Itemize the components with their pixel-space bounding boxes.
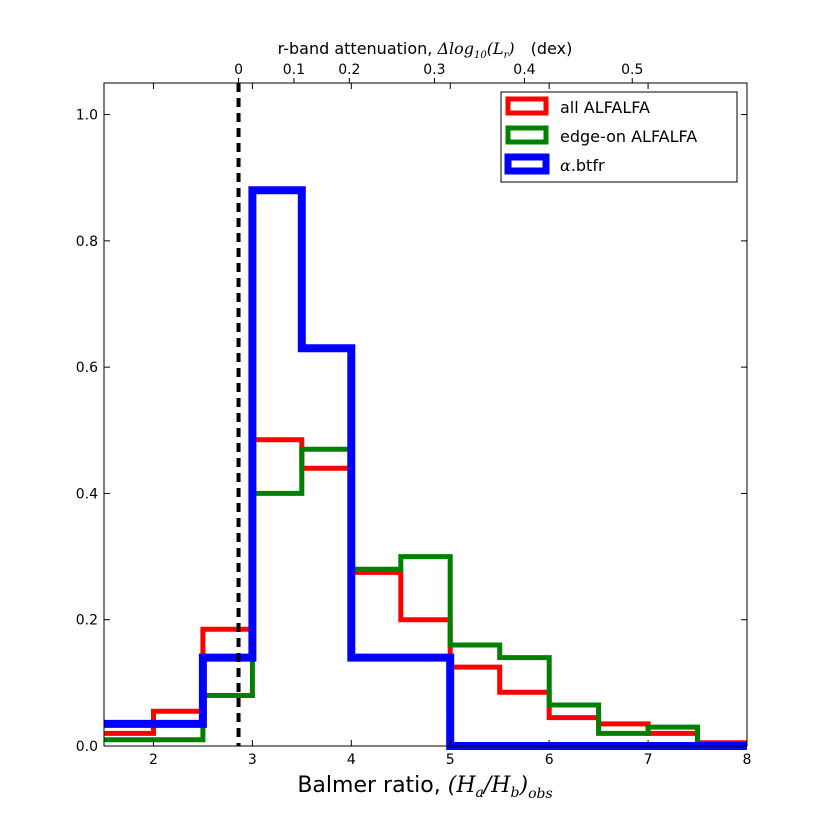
legend-label-alpha-greek: α: [560, 156, 571, 175]
top-axis-title-arg-sub: r: [504, 50, 510, 61]
x-axis-title-math-a: a: [476, 785, 484, 801]
top-tick-label: 0.1: [283, 62, 305, 78]
x-axis-title-math-b: b: [511, 785, 520, 801]
legend-label-alpha-btfr: α.btfr: [560, 156, 605, 175]
series-line-edge-on-alfalfa: [104, 446, 747, 749]
x-tick-label: 4: [347, 752, 356, 768]
top-tick-label: 0.3: [423, 62, 445, 78]
top-axis-title: r-band attenuation, Δlog10(Lr) (dex): [278, 39, 573, 61]
y-tick-label: 1.0: [76, 108, 98, 124]
x-axis-title-text: Balmer ratio,: [297, 773, 447, 798]
x-tick-label: 6: [545, 752, 554, 768]
y-tick-label: 0.2: [76, 613, 98, 629]
top-tick-label: 0: [234, 62, 243, 78]
top-tick-label: 0.4: [513, 62, 535, 78]
legend-label-alpha-rest: .btfr: [571, 156, 605, 175]
legend-swatch-edge-on-alfalfa: [505, 125, 549, 145]
legend: all ALFALFA edge-on ALFALFA α.btfr: [500, 91, 738, 183]
x-tick-label: 3: [248, 752, 257, 768]
top-axis-title-prefix: r-band attenuation,: [278, 39, 438, 58]
legend-box: [500, 91, 738, 183]
x-axis-title: Balmer ratio, (Ha/Hb)obs: [297, 773, 552, 802]
top-tick-label: 0.2: [338, 62, 360, 78]
y-tick-label: 0.0: [76, 739, 98, 755]
top-axis-title-units: (dex): [531, 39, 573, 58]
x-tick-label: 8: [743, 752, 752, 768]
series-line-all-alfalfa: [104, 437, 747, 746]
top-axis-title-delta: Δlog: [436, 39, 474, 58]
top-axis-title-arg: (L: [487, 39, 504, 58]
y-tick-label: 0.6: [76, 360, 98, 376]
x-axis-title-math-mid: /H: [482, 773, 511, 798]
legend-swatch-alpha-btfr: [504, 153, 550, 175]
legend-label-edge-on-alfalfa: edge-on ALFALFA: [560, 127, 697, 146]
top-tick-label: 0.5: [621, 62, 643, 78]
top-axis-title-close: ): [507, 39, 514, 58]
y-axis: 0.0 0.2 0.4 0.6 0.8 1.0: [76, 108, 747, 755]
series-layer: [104, 186, 747, 750]
legend-label-all-alfalfa: all ALFALFA: [560, 98, 650, 117]
series-line-btfr: [104, 186, 747, 750]
y-tick-label: 0.8: [76, 234, 98, 250]
x-tick-label: 5: [446, 752, 455, 768]
y-tick-label: 0.4: [76, 486, 98, 502]
x-axis-title-math-close: ): [518, 773, 528, 798]
top-axis: 0 0.1 0.2 0.3 0.4 0.5: [234, 62, 643, 83]
x-axis-title-math-open: (H: [448, 773, 477, 798]
x-axis-title-math-sub: obs: [528, 786, 553, 802]
x-tick-label: 7: [644, 752, 653, 768]
x-axis: 2 3 4 5 6 7 8: [149, 83, 751, 768]
plot-frame: [103, 82, 748, 747]
legend-swatch-all-alfalfa: [505, 96, 549, 116]
x-tick-label: 2: [149, 752, 158, 768]
top-axis-title-sub: 10: [474, 50, 487, 61]
